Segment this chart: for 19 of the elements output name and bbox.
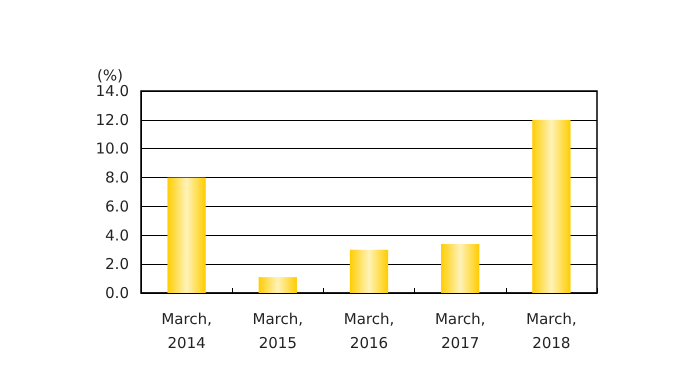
- y-tick-label: 8.0: [105, 168, 129, 187]
- y-tick-label: 14.0: [96, 82, 129, 100]
- x-tick-label: March, 2016: [344, 310, 394, 352]
- x-tick-label: March, 2018: [526, 310, 577, 352]
- bar: [532, 120, 571, 293]
- y-tick-label: 0.0: [105, 284, 129, 302]
- x-tick-label: March, 2015: [252, 310, 304, 352]
- bar: [167, 178, 206, 293]
- y-axis-title: (%): [97, 66, 123, 84]
- y-tick-label: 6.0: [105, 197, 129, 216]
- y-tick-label: 4.0: [105, 226, 129, 244]
- x-tick-label: March, 2014: [161, 310, 212, 352]
- bar: [258, 277, 297, 293]
- y-tick-label: 10.0: [96, 140, 129, 158]
- y-tick-label: 2.0: [105, 255, 129, 274]
- x-tick-label: March, 2017: [434, 310, 486, 352]
- y-tick-label: 12.0: [96, 110, 129, 129]
- bar: [350, 250, 388, 293]
- bar: [441, 244, 480, 293]
